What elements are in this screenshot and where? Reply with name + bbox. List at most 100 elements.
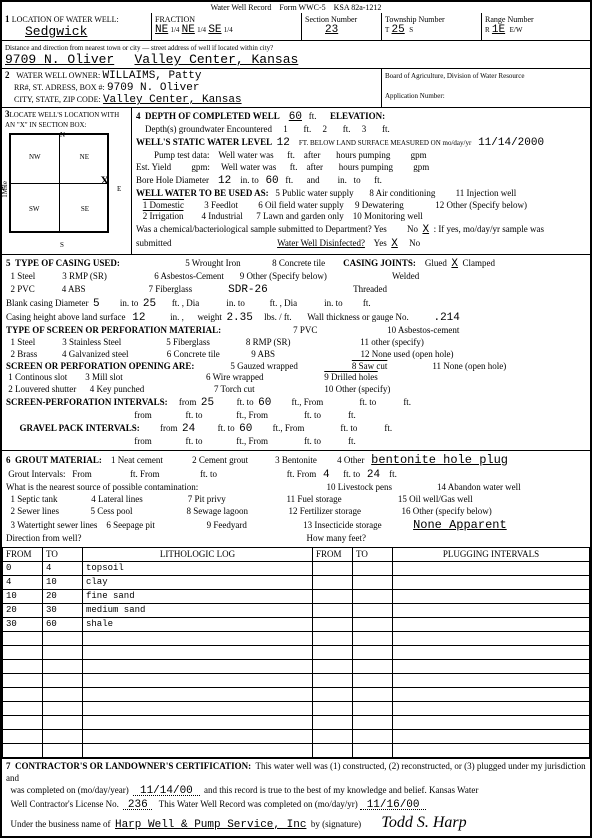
cj-threaded: Threaded <box>353 284 387 294</box>
o10: 10 Other (specify) <box>324 384 390 394</box>
elevation-label: ELEVATION: <box>330 111 385 121</box>
chem: Was a chemical/bacteriological sample su… <box>136 224 387 234</box>
n10: 10 Livestock pens <box>326 482 392 492</box>
cert-t7: by (signature) <box>311 819 361 829</box>
and: and <box>307 175 320 185</box>
u3: 3 Feedlot <box>204 200 238 210</box>
ftdia2: ft. , Dia <box>270 298 298 308</box>
c4: 4 ABS <box>62 284 86 294</box>
ft: ft. <box>309 111 317 121</box>
s10: 10 Asbestos-cement <box>387 325 459 335</box>
county-label: LOCATION OF WATER WELL: <box>12 15 119 24</box>
table-row: 04topsoil <box>3 561 590 575</box>
wtg-label: Wall thickness or gauge No. <box>307 312 409 322</box>
grout-title: GROUT MATERIAL: <box>15 455 102 465</box>
agency: Board of Agriculture, Division of Water … <box>385 72 524 80</box>
th-plug: PLUGGING INTERVALS <box>393 547 590 561</box>
lithologic-table: FROM TO LITHOLOGIC LOG FROM TO PLUGGING … <box>2 547 590 758</box>
form-header: Water Well Record Form WWC-5 KSA 82a-121… <box>2 2 590 13</box>
bcd-label: Blank casing Diameter <box>6 298 88 308</box>
gpi-from2: from <box>134 436 152 446</box>
table-row <box>3 743 590 757</box>
sb-nw: NW <box>29 153 41 161</box>
gi-label: Grout Intervals: <box>8 469 65 479</box>
f3q: 1/4 <box>224 26 233 34</box>
ftend: ft. <box>363 298 371 308</box>
gi-ft1: ft. From <box>130 469 160 479</box>
c7: 7 Fiberglass <box>149 284 193 294</box>
gi-ft2: ft. From <box>287 469 317 479</box>
u8: 8 Air conditioning <box>369 188 435 198</box>
n16: 16 Other (specify below) <box>401 506 491 516</box>
sb-e: E <box>117 185 121 193</box>
s5: 5 Fiberglass <box>166 337 210 347</box>
hp2: hours pumping <box>339 162 393 172</box>
table-row <box>3 673 590 687</box>
u12: 12 Other (Specify below) <box>435 200 527 210</box>
bcdto: in. to <box>120 298 139 308</box>
giv2: 24 <box>367 469 380 481</box>
o2: 2 Louvered shutter <box>8 384 76 394</box>
cert-t3: and this record is true to the best of m… <box>204 785 478 795</box>
header-title: Water Well Record <box>211 3 272 12</box>
n14: 14 Abandon water well <box>437 482 521 492</box>
s2: 2 Brass <box>11 349 38 359</box>
cert-d1: 11/14/00 <box>140 785 193 797</box>
near-label: What is the nearest source of possible c… <box>6 482 198 492</box>
est-yield: Est. Yield <box>136 162 171 172</box>
n9: 9 Feedyard <box>207 520 247 530</box>
g2: 2 Cement grout <box>192 455 248 465</box>
chem-x: X <box>422 224 429 236</box>
sb-se: SE <box>81 205 89 213</box>
d3: 3 <box>362 124 367 134</box>
owner-value: WILLAIMS, Patty <box>102 70 201 82</box>
range-label: Range Number <box>485 15 534 24</box>
ww2: Well water was <box>221 162 276 172</box>
wwd-x: X <box>391 238 398 250</box>
g4v: bentonite hole plug <box>371 453 508 467</box>
g1: 1 Neat cement <box>111 455 163 465</box>
f2q: 1/4 <box>197 26 206 34</box>
spi-to2: ft. to <box>186 410 203 420</box>
gpm2: gpm <box>413 162 429 172</box>
ftdia1: ft. , Dia <box>172 298 200 308</box>
n4: 4 Lateral lines <box>91 494 142 504</box>
spi-ftfrom2: ft., From <box>236 410 268 420</box>
table-row: 410clay <box>3 575 590 589</box>
section1-row: 1 LOCATION OF WATER WELL: Sedgwick FRACT… <box>2 13 590 41</box>
cj-label: CASING JOINTS: <box>343 258 416 268</box>
cert-title: CONTRACTOR'S OR LANDOWNER'S CERTIFICATIO… <box>15 761 251 771</box>
chain: in. , <box>170 312 184 322</box>
gpi-to2: ft. to <box>186 436 203 446</box>
wwd: Water Well Disinfected? <box>277 238 365 248</box>
form-container: Water Well Record Form WWC-5 KSA 82a-121… <box>0 0 592 838</box>
c8: 8 Concrete tile <box>272 258 325 268</box>
o8: 8 Saw cut <box>352 361 388 371</box>
ww1: Well water was <box>218 150 273 160</box>
s9: 9 ABS <box>251 349 275 359</box>
cert-t4: Well Contractor's License No. <box>11 799 119 809</box>
n7: 7 Pit privy <box>188 494 226 504</box>
cj-clamped: Clamped <box>463 258 496 268</box>
cert-t5: This Water Well Record was completed on … <box>159 799 358 809</box>
u1: 1 Domestic <box>143 200 184 210</box>
owner-csz: Valley Center, Kansas <box>103 94 242 106</box>
n15: 15 Oil well/Gas well <box>398 494 473 504</box>
cj-glued: Glued <box>425 258 447 268</box>
th-to2: TO <box>353 547 393 561</box>
giv1: 4 <box>323 469 330 481</box>
sb-ne: NE <box>80 153 89 161</box>
section7: 7 CONTRACTOR'S OR LANDOWNER'S CERTIFICAT… <box>2 759 590 836</box>
bcd1: 5 <box>93 298 100 310</box>
table-row <box>3 659 590 673</box>
spi-ftto1: ft. to <box>359 397 376 407</box>
n12: 12 Fertilizer storage <box>289 506 361 516</box>
o1: 1 Continous slot <box>8 372 67 382</box>
g4: 4 Other <box>337 455 364 465</box>
pump-label: Pump test data: <box>154 150 210 160</box>
spi-from1: from <box>179 397 197 407</box>
spi-from2: from <box>134 410 152 420</box>
sb-mile: 1Mile <box>1 181 9 198</box>
header-form: Form WWC-5 <box>279 3 325 12</box>
gpm-label: gpm: <box>191 162 210 172</box>
